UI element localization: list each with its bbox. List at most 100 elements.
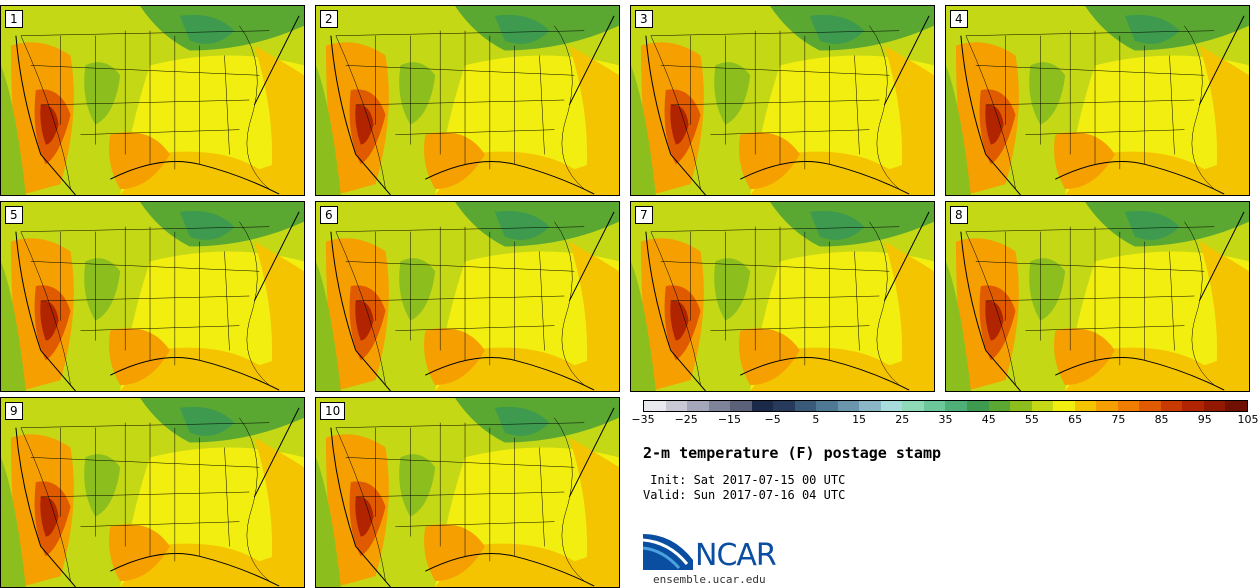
temp-field-desert-core xyxy=(355,300,374,341)
map-panel-3: 3 xyxy=(630,5,935,196)
coastline xyxy=(330,407,615,587)
colorbar-segment xyxy=(1031,401,1054,411)
colorbar-segment xyxy=(1074,401,1097,411)
logo-text: NCAR xyxy=(695,538,777,573)
temperature-map xyxy=(946,6,1249,195)
colorbar-tick-label: −25 xyxy=(674,413,698,426)
colorbar-tick-label: 85 xyxy=(1154,413,1169,426)
colorbar-tick-label: 105 xyxy=(1237,413,1259,426)
panel-label: 4 xyxy=(950,10,968,28)
temp-field-great-lakes xyxy=(494,406,550,436)
map-panel-6: 6 xyxy=(315,201,620,392)
colorbar-tick-label: −35 xyxy=(631,413,655,426)
temperature-map xyxy=(316,398,619,587)
temp-field-pacific xyxy=(316,261,341,391)
temp-field-desert-core xyxy=(40,300,59,341)
colorbar-tick-label: −5 xyxy=(764,413,781,426)
temp-field-great-lakes xyxy=(179,210,235,240)
state-boundaries xyxy=(650,221,900,386)
temperature-map xyxy=(631,202,934,391)
colorbar-segment xyxy=(902,401,924,411)
colorbar-segment xyxy=(1117,401,1140,411)
temp-field-desert-core xyxy=(985,300,1004,341)
panel-label: 7 xyxy=(635,206,653,224)
colorbar-segment xyxy=(988,401,1011,411)
temp-field-rockies xyxy=(714,258,751,321)
colorbar-segment xyxy=(1139,401,1161,411)
map-panel-5: 5 xyxy=(0,201,305,392)
temp-field-pacific xyxy=(1,65,26,195)
temp-field-texas xyxy=(424,328,485,386)
colorbar-segment xyxy=(837,401,860,411)
coastline xyxy=(960,211,1245,391)
panel-label: 6 xyxy=(320,206,338,224)
colorbar-segment xyxy=(859,401,881,411)
temp-field-texas xyxy=(109,132,170,190)
temp-field-desert-core xyxy=(355,104,374,145)
temp-field-rockies xyxy=(399,258,436,321)
coastline xyxy=(15,15,300,195)
colorbar-segment xyxy=(665,401,688,411)
colorbar-segment xyxy=(794,401,817,411)
temp-field-texas xyxy=(1054,328,1115,386)
colorbar-segment xyxy=(687,401,709,411)
temp-field-ocean xyxy=(254,437,304,587)
plot-title: 2-m temperature (F) postage stamp xyxy=(643,444,942,462)
temp-field-pacific xyxy=(631,261,656,391)
colorbar-segment xyxy=(1225,401,1247,411)
state-boundaries xyxy=(650,25,900,190)
colorbar-tick-label: 45 xyxy=(981,413,996,426)
temp-field-ocean xyxy=(569,45,619,195)
temp-field-pacific xyxy=(946,261,971,391)
state-boundaries xyxy=(965,221,1215,386)
temp-field-desert-core xyxy=(670,104,689,145)
temp-field-desert-core xyxy=(355,496,374,537)
temp-field-rockies xyxy=(399,62,436,125)
colorbar-tick-label: 25 xyxy=(895,413,910,426)
map-panel-9: 9 xyxy=(0,397,305,588)
panel-label: 3 xyxy=(635,10,653,28)
colorbar-segment xyxy=(708,401,731,411)
temp-field-ocean xyxy=(569,437,619,587)
panel-label: 2 xyxy=(320,10,338,28)
temperature-map xyxy=(1,398,304,587)
colorbar-tick-label: 35 xyxy=(938,413,953,426)
colorbar-tick-label: 15 xyxy=(852,413,867,426)
map-panel-1: 1 xyxy=(0,5,305,196)
temp-field-pacific xyxy=(631,65,656,195)
temperature-map xyxy=(316,202,619,391)
temp-field-great-lakes xyxy=(1124,210,1180,240)
temp-field-texas xyxy=(1054,132,1115,190)
init-time: Init: Sat 2017-07-15 00 UTC xyxy=(643,473,846,487)
temperature-map xyxy=(1,202,304,391)
colorbar-tick-label: 5 xyxy=(812,413,820,426)
colorbar-segment xyxy=(923,401,946,411)
temperature-map xyxy=(631,6,934,195)
colorbar xyxy=(643,400,1248,412)
temp-field-texas xyxy=(739,132,800,190)
state-boundaries xyxy=(20,417,270,582)
colorbar-segment xyxy=(1010,401,1032,411)
colorbar-segment xyxy=(644,401,666,411)
temp-field-great-lakes xyxy=(179,14,235,44)
coastline xyxy=(15,407,300,587)
coastline xyxy=(15,211,300,391)
temp-field-desert-core xyxy=(40,496,59,537)
panel-label: 5 xyxy=(5,206,23,224)
temp-field-pacific xyxy=(316,457,341,587)
state-boundaries xyxy=(20,221,270,386)
coastline xyxy=(645,211,930,391)
panel-label: 10 xyxy=(320,402,346,420)
temperature-map xyxy=(316,6,619,195)
colorbar-segment xyxy=(880,401,903,411)
ncar-logo-icon xyxy=(643,534,693,570)
temp-field-great-lakes xyxy=(494,14,550,44)
temp-field-ocean xyxy=(254,241,304,391)
colorbar-tick-label: 95 xyxy=(1197,413,1212,426)
panel-label: 9 xyxy=(5,402,23,420)
temp-field-texas xyxy=(109,524,170,582)
colorbar-tick-label: 65 xyxy=(1068,413,1083,426)
temp-field-great-lakes xyxy=(1124,14,1180,44)
temp-field-ocean xyxy=(1199,45,1249,195)
colorbar-segment xyxy=(1096,401,1118,411)
